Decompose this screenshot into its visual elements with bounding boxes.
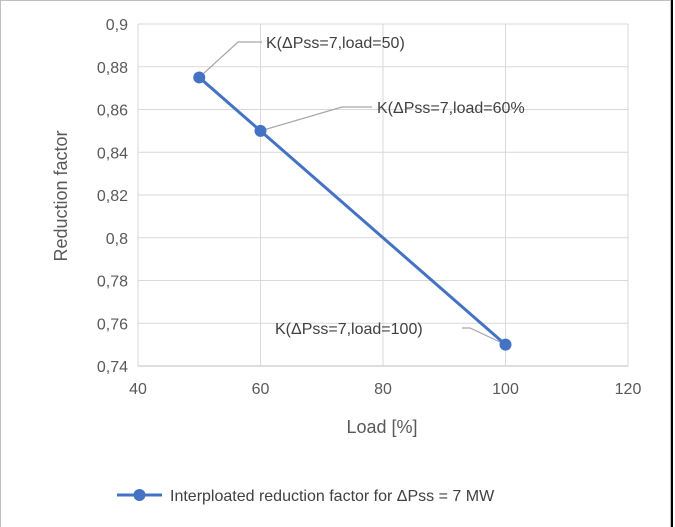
x-tick-label: 60 (252, 381, 270, 398)
annotation-leader (462, 327, 506, 346)
y-tick-label: 0,82 (97, 188, 128, 205)
gridlines (137, 23, 629, 367)
y-axis-title: Reduction factor (51, 130, 71, 261)
legend-label: Interploated reduction factor for ΔPss =… (170, 488, 495, 505)
data-point (193, 71, 206, 84)
annotation-leaders (198, 41, 506, 346)
y-tick-label: 0,78 (97, 274, 128, 291)
data-label: K(ΔPss=7,load=100) (275, 321, 423, 338)
x-tick-label: 80 (374, 381, 392, 398)
y-tick-label: 0,8 (106, 231, 128, 248)
legend: Interploated reduction factor for ΔPss =… (117, 488, 495, 505)
legend-marker (133, 489, 146, 501)
x-tick-label: 120 (615, 381, 642, 398)
data-label: K(ΔPss=7,load=50) (266, 35, 405, 52)
x-tick-label: 40 (129, 381, 147, 398)
annotations: K(ΔPss=7,load=50) K(ΔPss=7,load=60% K(ΔPss… (266, 35, 525, 338)
y-tick-label: 0,9 (106, 17, 128, 34)
x-tick-label: 100 (492, 381, 519, 398)
x-axis-title: Load [%] (346, 417, 417, 437)
annotation-leader (198, 41, 262, 78)
data-point (499, 338, 512, 351)
page-edge (671, 0, 673, 527)
y-tick-label: 0,76 (97, 316, 128, 333)
y-tick-label: 0,84 (97, 145, 128, 162)
data-point (254, 124, 267, 137)
tick-labels: 0,74 0,76 0,78 0,8 0,82 0,84 0,86 0,88 0,9 40 60 80… (97, 17, 642, 398)
annotation-leader (260, 106, 372, 132)
series-line (198, 76, 507, 346)
data-label: K(ΔPss=7,load=60% (377, 100, 525, 117)
series-layer (193, 71, 512, 351)
y-tick-label: 0,74 (97, 359, 128, 376)
y-tick-label: 0,86 (97, 103, 128, 120)
y-tick-label: 0,88 (97, 60, 128, 77)
